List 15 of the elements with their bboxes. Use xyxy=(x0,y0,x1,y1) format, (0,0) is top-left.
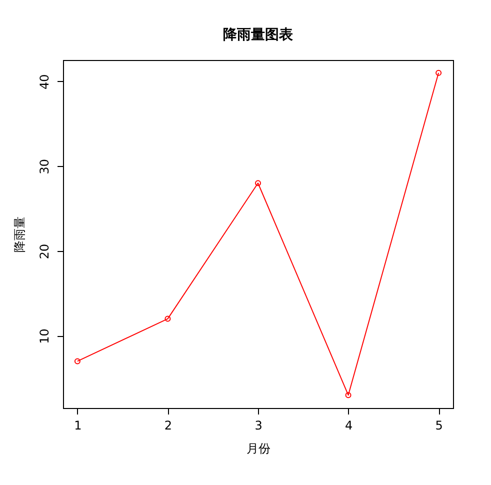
y-tick-label: 20 xyxy=(38,244,52,260)
x-tick-label: 5 xyxy=(435,418,443,432)
x-tick-label: 4 xyxy=(344,418,353,432)
point xyxy=(164,316,171,322)
y-tick-label: 10 xyxy=(38,328,52,344)
x-axis-title: 月份 xyxy=(246,442,270,456)
y-tick-label: 30 xyxy=(38,159,52,174)
y-tick-label: 40 xyxy=(38,74,52,90)
point xyxy=(255,180,261,186)
y-axis-title: 降雨量 xyxy=(12,216,26,252)
x-tick-label: 2 xyxy=(164,418,172,432)
x-tick-label: 3 xyxy=(254,418,262,432)
point xyxy=(345,392,352,398)
chart-title: 降雨量图表 xyxy=(223,27,294,43)
x-tick-label: 1 xyxy=(74,418,82,432)
